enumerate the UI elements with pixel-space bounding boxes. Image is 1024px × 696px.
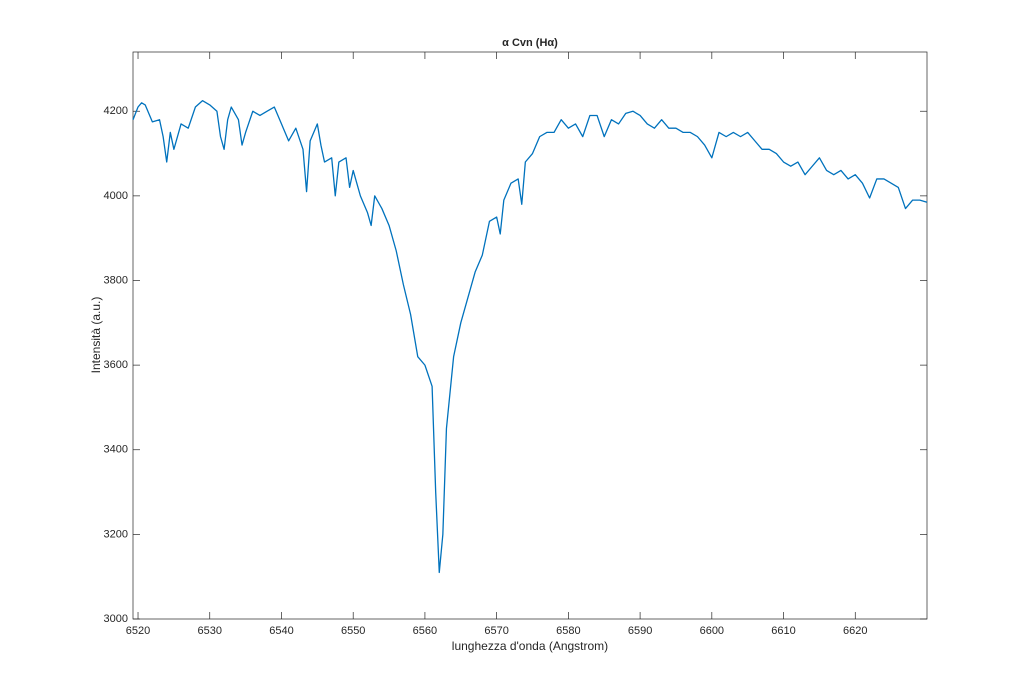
y-tick-label: 3800 [104, 274, 128, 286]
y-tick-label: 3400 [104, 444, 128, 456]
y-tick-label: 4000 [104, 190, 128, 202]
x-tick-label: 6560 [413, 625, 437, 637]
axes-box [132, 51, 928, 620]
x-tick-label: 6620 [843, 625, 867, 637]
chart-title: α Cvn (Hα) [502, 37, 558, 49]
x-tick-label: 6590 [628, 625, 652, 637]
x-tick-label: 6610 [771, 625, 795, 637]
x-tick-label: 6580 [556, 625, 580, 637]
x-tick-label: 6600 [700, 625, 724, 637]
y-tick-label: 3200 [104, 528, 128, 540]
x-tick-label: 6530 [198, 625, 222, 637]
x-tick-label: 6540 [269, 625, 293, 637]
x-tick-label: 6550 [341, 625, 365, 637]
x-tick-label: 6570 [484, 625, 508, 637]
x-tick-label: 6520 [126, 625, 150, 637]
x-axis-label: lunghezza d'onda (Angstrom) [452, 639, 608, 653]
spectrum-line [132, 100, 928, 574]
y-tick-label: 4200 [104, 105, 128, 117]
y-tick-label: 3600 [104, 359, 128, 371]
y-axis-label: Intensità (a.u.) [89, 297, 103, 374]
y-tick-label: 3000 [104, 613, 128, 625]
